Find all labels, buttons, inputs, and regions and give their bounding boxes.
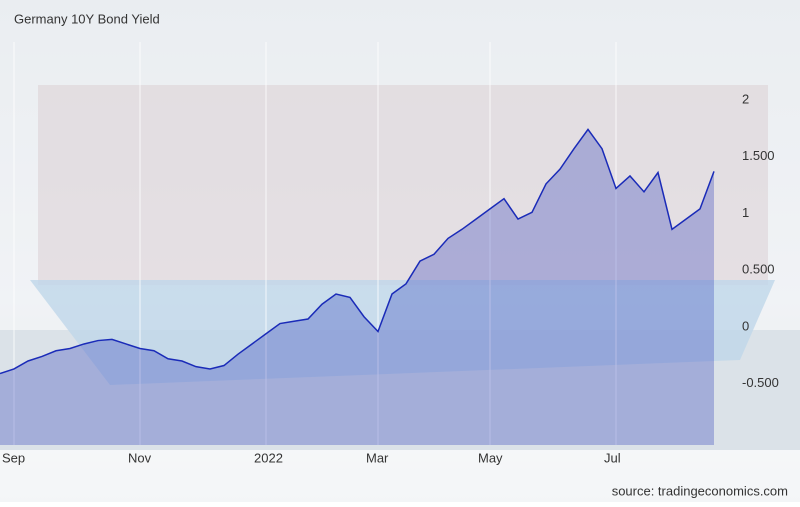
x-tick-label: May [478, 450, 503, 465]
x-tick-label: Mar [366, 450, 389, 465]
source: source: tradingeconomics.com [612, 483, 788, 498]
y-tick-label: 1 [742, 205, 749, 220]
chart-title: Germany 10Y Bond Yield [14, 11, 160, 26]
area-upper [0, 129, 714, 446]
line [0, 128, 715, 375]
x-tick-label: 2022 [254, 450, 283, 465]
y-tick-label: 2 [742, 91, 749, 106]
area [0, 129, 714, 446]
y-tick-label: 0.500 [742, 262, 775, 277]
y-tick-label: -0.500 [742, 375, 779, 390]
footer-band [0, 450, 800, 502]
ship-hull [30, 280, 775, 385]
x-tick-label: Nov [128, 450, 152, 465]
y-tick-label: 1.500 [742, 148, 775, 163]
x-tick-label: Jul [604, 450, 621, 465]
containers [38, 85, 768, 285]
y-tick-label: 0 [742, 318, 749, 333]
x-tick-label: Sep [2, 450, 25, 465]
